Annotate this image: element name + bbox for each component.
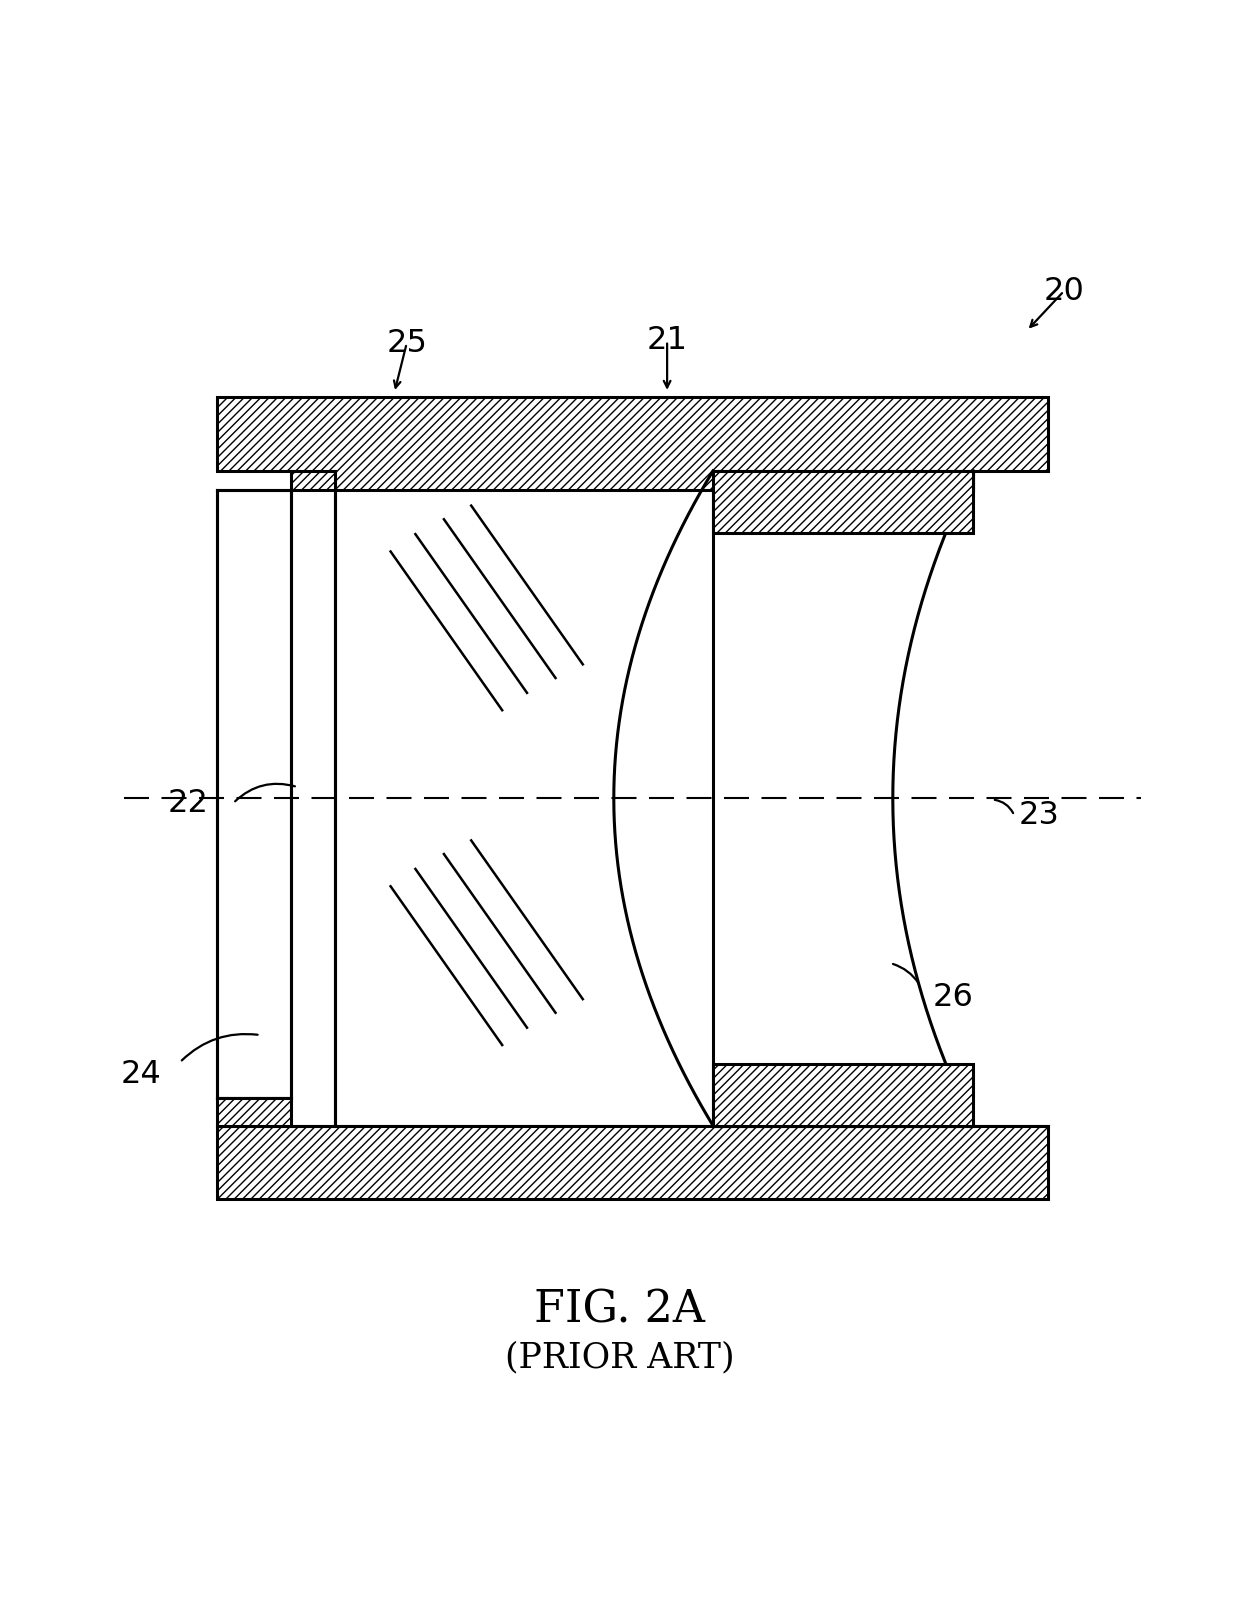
Polygon shape [713, 470, 973, 532]
Text: 21: 21 [646, 325, 688, 357]
Text: 20: 20 [1044, 275, 1084, 307]
Polygon shape [713, 1063, 973, 1126]
Text: 26: 26 [932, 982, 973, 1014]
Polygon shape [335, 470, 713, 1126]
Polygon shape [217, 1099, 291, 1126]
Polygon shape [217, 489, 291, 1099]
Polygon shape [217, 397, 1048, 489]
Text: 24: 24 [120, 1059, 161, 1091]
Text: 23: 23 [1019, 800, 1059, 831]
Text: (PRIOR ART): (PRIOR ART) [505, 1340, 735, 1375]
Text: 25: 25 [387, 328, 427, 358]
Text: FIG. 2A: FIG. 2A [534, 1289, 706, 1332]
Text: 22: 22 [167, 788, 208, 819]
Polygon shape [217, 1126, 1048, 1199]
